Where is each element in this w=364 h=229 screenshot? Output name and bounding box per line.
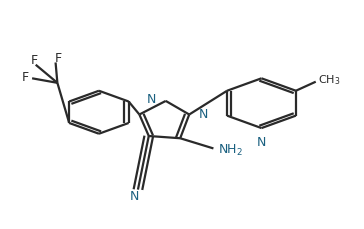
Text: F: F: [55, 52, 62, 65]
Text: NH$_2$: NH$_2$: [218, 143, 243, 158]
Text: N: N: [257, 136, 266, 149]
Text: N: N: [198, 109, 207, 121]
Text: N: N: [146, 93, 156, 106]
Text: CH$_3$: CH$_3$: [317, 74, 340, 87]
Text: N: N: [130, 190, 139, 203]
Text: F: F: [30, 54, 37, 67]
Text: F: F: [22, 71, 29, 84]
